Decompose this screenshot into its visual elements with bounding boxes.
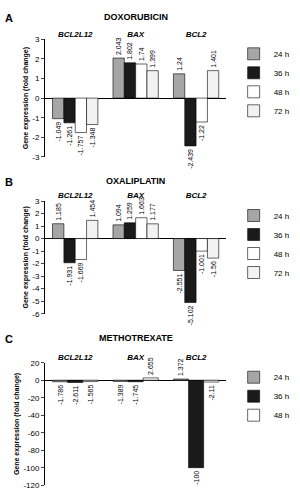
svg-text:1.094: 1.094 [115,204,122,222]
svg-text:-4: -4 [32,284,40,293]
svg-text:-20: -20 [28,394,40,403]
svg-text:BCL2: BCL2 [186,191,207,200]
svg-text:-1.389: -1.389 [117,384,124,404]
svg-text:-2.11: -2.11 [208,385,215,401]
svg-text:-1.931: -1.931 [66,266,73,286]
svg-text:24 h: 24 h [274,212,290,221]
svg-text:-1.22: -1.22 [198,125,205,141]
svg-text:-1.786: -1.786 [57,385,64,405]
svg-text:48 h: 48 h [274,411,290,420]
svg-text:36 h: 36 h [274,69,290,78]
svg-text:-1: -1 [32,114,40,123]
svg-text:0: 0 [35,234,40,243]
svg-text:0: 0 [35,376,40,385]
svg-text:-1: -1 [32,247,40,256]
svg-text:B: B [5,176,13,188]
svg-text:1.802: 1.802 [126,42,133,60]
svg-text:Gene expression (fold change): Gene expression (fold change) [22,206,30,308]
svg-text:-1.348: -1.348 [89,128,96,148]
svg-text:A: A [5,12,13,24]
svg-text:METHOTREXATE: METHOTREXATE [99,333,173,343]
svg-text:2.043: 2.043 [115,37,122,55]
svg-text:-3: -3 [32,153,40,162]
svg-text:1.74: 1.74 [138,47,145,61]
svg-text:-100: -100 [23,464,40,473]
svg-text:2: 2 [35,55,40,64]
svg-text:1.401: 1.401 [210,50,217,68]
svg-text:DOXORUBICIN: DOXORUBICIN [104,12,168,22]
svg-text:C: C [5,333,13,345]
svg-text:2: 2 [35,209,40,218]
svg-text:24 h: 24 h [274,373,290,382]
svg-text:-60: -60 [28,429,40,438]
svg-text:-1.565: -1.565 [87,385,94,405]
svg-text:-2.551: -2.551 [176,274,183,294]
svg-text:-120: -120 [23,481,40,490]
svg-text:BCL2L12: BCL2L12 [58,191,93,200]
svg-text:BCL2: BCL2 [186,30,207,39]
svg-text:-1.745: -1.745 [132,385,139,405]
svg-text:-5.102: -5.102 [187,305,194,325]
svg-text:-2: -2 [32,259,40,268]
svg-text:Gene expression (fold change): Gene expression (fold change) [22,47,30,149]
svg-text:-2.439: -2.439 [187,149,194,169]
svg-text:1: 1 [35,74,40,83]
svg-text:Gene expression (fold change): Gene expression (fold change) [13,373,21,475]
svg-text:-5: -5 [32,297,40,306]
svg-text:20: 20 [30,359,39,368]
svg-text:-1.757: -1.757 [77,136,84,156]
svg-text:OXALIPLATIN: OXALIPLATIN [106,176,165,186]
svg-text:-40: -40 [28,411,40,420]
svg-text:0: 0 [35,94,40,103]
svg-text:-1.669: -1.669 [77,262,84,282]
svg-text:1.399: 1.399 [149,50,156,68]
svg-text:BCL2L12: BCL2L12 [58,30,93,39]
svg-text:1.372: 1.372 [177,358,184,376]
svg-text:-1.56: -1.56 [210,261,217,277]
svg-text:72 h: 72 h [274,107,290,116]
svg-text:36 h: 36 h [274,392,290,401]
svg-text:2.655: 2.655 [147,357,154,375]
svg-text:BAX: BAX [127,30,145,39]
svg-text:-1.001: -1.001 [198,254,205,274]
svg-text:48 h: 48 h [274,88,290,97]
svg-text:1.177: 1.177 [149,203,156,221]
svg-text:BCL2L12: BCL2L12 [58,353,93,362]
svg-text:-6: -6 [32,310,40,319]
svg-text:72 h: 72 h [274,269,290,278]
svg-text:1.259: 1.259 [126,202,133,220]
svg-text:48 h: 48 h [274,250,290,259]
svg-text:36 h: 36 h [274,231,290,240]
svg-text:3: 3 [35,35,40,44]
svg-text:-2.611: -2.611 [72,385,79,404]
svg-text:-2: -2 [32,133,40,142]
svg-text:1.663: 1.663 [138,197,145,215]
svg-text:24 h: 24 h [274,50,290,59]
svg-text:1.454: 1.454 [89,200,96,218]
svg-text:BCL2: BCL2 [186,353,207,362]
svg-text:BAX: BAX [127,353,145,362]
svg-text:3: 3 [35,197,40,206]
svg-text:1.24: 1.24 [176,57,183,71]
svg-text:-1.261: -1.261 [66,126,73,146]
svg-text:-3: -3 [32,272,40,281]
svg-text:-80: -80 [28,446,40,455]
svg-text:1.185: 1.185 [55,203,62,221]
svg-text:1: 1 [35,222,40,231]
svg-text:-1.049: -1.049 [55,122,62,142]
svg-text:-100: -100 [193,471,200,485]
svg-text:BAX: BAX [127,191,145,200]
